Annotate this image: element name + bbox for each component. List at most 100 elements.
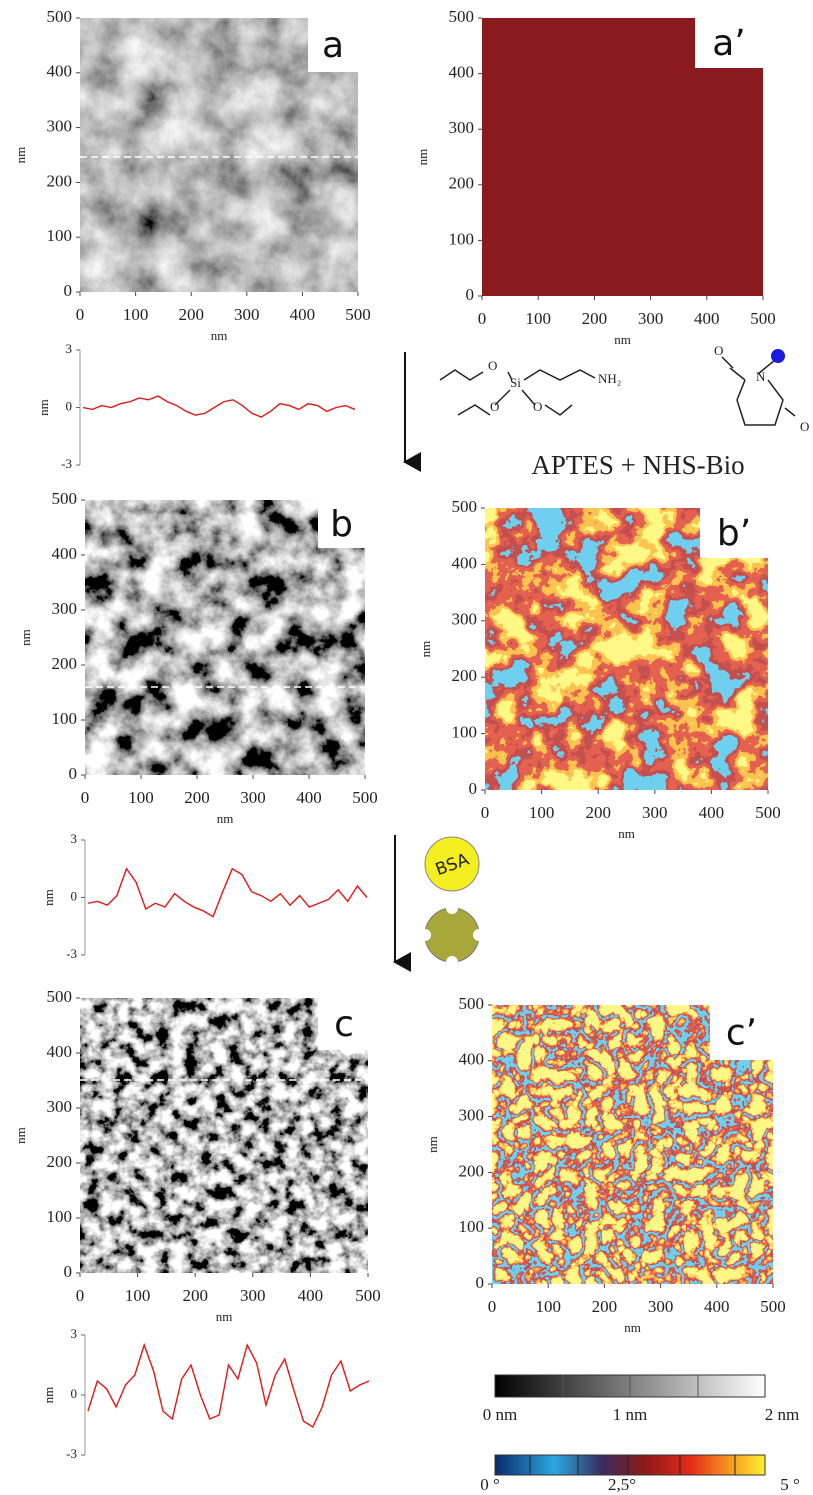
x-tick-label: 200 <box>184 788 210 807</box>
y-tick-label: 0 <box>64 1262 73 1281</box>
y-tick-label: 200 <box>52 654 78 673</box>
x-tick-label: 400 <box>296 788 322 807</box>
atom: O <box>488 358 497 373</box>
y-axis-label: nm <box>13 147 28 164</box>
y-axis-label: nm <box>415 149 430 166</box>
height-profile <box>87 867 368 918</box>
x-tick-label: 500 <box>755 803 781 822</box>
y-tick-label: 0 <box>476 1273 485 1292</box>
y-tick-label: 500 <box>449 7 475 26</box>
y-tick-label: 400 <box>52 544 78 563</box>
panel-label: c <box>334 1004 354 1045</box>
x-tick-label: 0 <box>488 1297 497 1316</box>
y-tick-label: 3 <box>71 1326 78 1341</box>
binding-sites <box>419 902 485 968</box>
y-axis-label: nm <box>36 399 51 416</box>
x-tick-label: 500 <box>352 788 378 807</box>
x-tick-label: 400 <box>290 305 316 324</box>
y-axis-label: nm <box>41 1387 56 1404</box>
x-tick-label: 500 <box>345 305 371 324</box>
biotin <box>771 349 785 363</box>
atom: O <box>714 343 723 358</box>
x-axis-label: nm <box>211 328 228 343</box>
y-tick-label: 100 <box>47 226 73 245</box>
y-axis-label: nm <box>18 629 33 646</box>
bsa-molecule <box>424 836 480 892</box>
y-tick-label: 100 <box>449 229 475 248</box>
scale-ticks <box>529 1455 736 1475</box>
y-tick-label: 400 <box>449 63 475 82</box>
label-box <box>710 1005 773 1060</box>
y-tick-label: 200 <box>47 171 73 190</box>
atom: N <box>756 369 766 384</box>
y-tick-label: 300 <box>47 1097 73 1116</box>
x-tick-label: 400 <box>694 309 720 328</box>
y-tick-label: 500 <box>52 489 78 508</box>
x-tick-label: 200 <box>182 1286 208 1305</box>
y-axis-label: nm <box>13 1127 28 1144</box>
panel-label: b <box>330 504 353 545</box>
x-tick-label: 500 <box>760 1297 786 1316</box>
x-tick-label: 0 <box>76 305 85 324</box>
atom: O <box>800 419 809 434</box>
scale-label: 2,5° <box>608 1475 636 1494</box>
x-tick-label: 100 <box>529 803 555 822</box>
atom: O <box>533 399 542 414</box>
x-axis-label: nm <box>618 826 635 841</box>
y-tick-label: 0 <box>69 764 78 783</box>
label-box <box>318 500 365 548</box>
y-tick-label: 200 <box>449 174 475 193</box>
x-tick-label: 500 <box>750 309 776 328</box>
label-box <box>318 998 370 1050</box>
panel-label: b’ <box>717 513 751 554</box>
atom: Si <box>510 375 521 390</box>
x-tick-label: 300 <box>240 1286 266 1305</box>
label-box <box>695 18 763 68</box>
step-label: APTES + NHS-Bio <box>531 450 744 480</box>
y-tick-label: 100 <box>47 1207 73 1226</box>
atom: NH₂ <box>598 371 621 386</box>
panel-label: a’ <box>712 23 746 64</box>
x-tick-label: 300 <box>642 803 668 822</box>
panel-label: a <box>322 25 344 66</box>
y-tick-label: 300 <box>47 117 73 136</box>
panel-label: c’ <box>726 1013 757 1054</box>
y-tick-label: 100 <box>459 1217 485 1236</box>
y-tick-label: 300 <box>449 118 475 137</box>
x-tick-label: 100 <box>123 305 149 324</box>
y-tick-label: 0 <box>64 281 73 300</box>
x-tick-label: 300 <box>240 788 266 807</box>
x-tick-label: 0 <box>81 788 90 807</box>
y-tick-label: -3 <box>61 456 72 471</box>
y-tick-label: 0 <box>71 1386 78 1401</box>
y-tick-label: 200 <box>452 666 478 685</box>
label-box <box>700 508 768 558</box>
scale-label: 2 nm <box>765 1405 799 1424</box>
y-tick-label: 300 <box>52 599 78 618</box>
aptes-structure <box>439 369 596 416</box>
x-tick-label: 200 <box>585 803 611 822</box>
x-tick-label: 400 <box>704 1297 730 1316</box>
x-axis-label: nm <box>614 332 631 347</box>
x-tick-label: 0 <box>76 1286 85 1305</box>
y-tick-label: 400 <box>47 1042 73 1061</box>
height-profile <box>82 395 356 418</box>
y-axis-label: nm <box>425 1136 440 1153</box>
y-axis-label: nm <box>418 641 433 658</box>
scale-label: 0 ° <box>480 1475 500 1494</box>
x-tick-label: 100 <box>525 309 551 328</box>
label-box <box>308 18 358 72</box>
x-tick-label: 200 <box>178 305 204 324</box>
y-tick-label: 400 <box>47 62 73 81</box>
y-tick-label: 400 <box>459 1050 485 1069</box>
y-tick-label: 400 <box>452 553 478 572</box>
y-tick-label: -3 <box>66 946 77 961</box>
x-axis-label: nm <box>216 1309 233 1324</box>
atom: O <box>490 399 499 414</box>
x-tick-label: 100 <box>128 788 154 807</box>
x-tick-label: 100 <box>125 1286 151 1305</box>
y-tick-label: 0 <box>466 285 475 304</box>
y-tick-label: 0 <box>469 779 478 798</box>
y-tick-label: 200 <box>459 1161 485 1180</box>
